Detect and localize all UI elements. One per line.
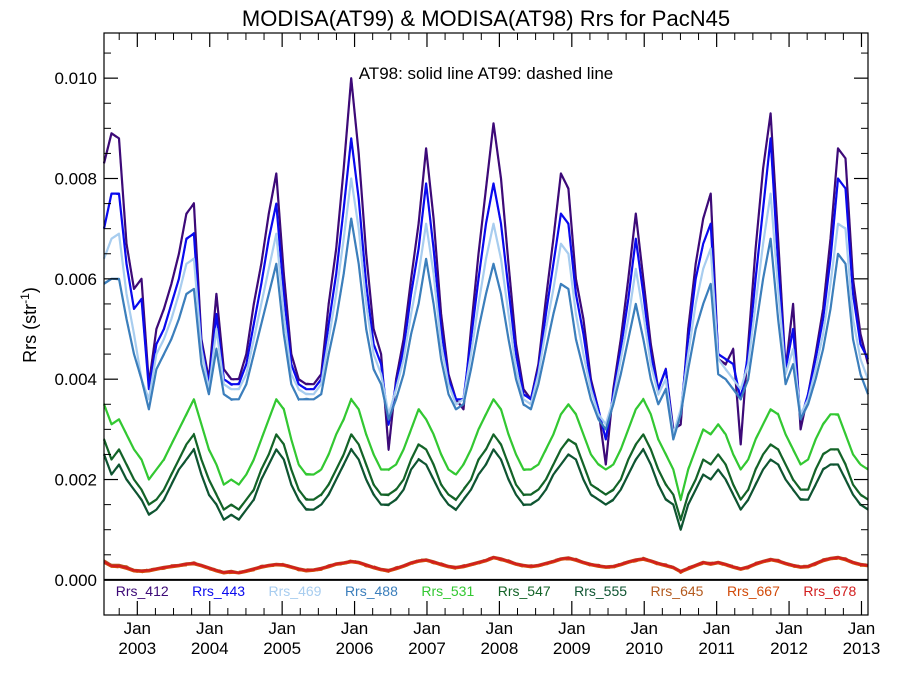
legend-entry-rrs-488: Rrs_488 <box>345 583 398 599</box>
legend-entry-rrs-678: Rrs_678 <box>803 583 856 599</box>
x-tick-month-label: Jan <box>341 619 368 638</box>
x-tick-month-label: Jan <box>775 619 802 638</box>
series-line-rrs-555-at98 <box>102 448 869 531</box>
x-tick-year-label: 2009 <box>553 639 591 658</box>
x-tick-year-label: 2008 <box>480 639 518 658</box>
legend-entry-rrs-443: Rrs_443 <box>192 583 245 599</box>
x-tick-year-label: 2006 <box>336 639 374 658</box>
y-tick-label: 0.004 <box>54 370 97 389</box>
x-tick-month-label: Jan <box>413 619 440 638</box>
x-tick-month-label: Jan <box>703 619 730 638</box>
x-tick-month-label: Jan <box>268 619 295 638</box>
legend-entry-rrs-531: Rrs_531 <box>421 583 474 599</box>
x-tick-year-label: 2012 <box>770 639 808 658</box>
x-tick-year-label: 2004 <box>191 639 229 658</box>
y-tick-label: 0.002 <box>54 471 97 490</box>
y-tick-label: 0.010 <box>54 69 97 88</box>
y-tick-label: 0.000 <box>54 571 97 590</box>
series-line-rrs-678-at98 <box>103 556 869 575</box>
x-tick-month-label: Jan <box>558 619 585 638</box>
series-line-rrs-412-at99 <box>103 76 869 466</box>
legend-entry-rrs-645: Rrs_645 <box>651 583 704 599</box>
y-tick-label: 0.008 <box>54 170 97 189</box>
y-axis-label-superscript: -1 <box>18 293 32 304</box>
x-tick-year-label: 2010 <box>625 639 663 658</box>
y-axis-label: Rrs (str-1) <box>18 287 40 363</box>
x-tick-year-label: 2003 <box>118 639 156 658</box>
x-tick-year-label: 2005 <box>263 639 301 658</box>
series-line-rrs-547-at99 <box>103 432 869 522</box>
series-line-rrs-678-at99 <box>103 556 869 574</box>
chart-title: MODISA(AT99) & MODISA(AT98) Rrs for PacN… <box>242 6 730 31</box>
legend-entry-rrs-555: Rrs_555 <box>574 583 627 599</box>
y-tick-label: 0.006 <box>54 270 97 289</box>
x-tick-year-label: 2007 <box>408 639 446 658</box>
series-layer <box>102 76 870 575</box>
legend-entry-rrs-667: Rrs_667 <box>727 583 780 599</box>
legend-entry-rrs-547: Rrs_547 <box>498 583 551 599</box>
x-tick-month-label: Jan <box>486 619 513 638</box>
series-line-rrs-469-at99 <box>103 176 869 436</box>
series-line-rrs-488-at99 <box>103 217 869 441</box>
plot-frame <box>103 32 869 616</box>
legend: Rrs_412 Rrs_443 Rrs_469 Rrs_488 Rrs_531 Rrs_5… <box>116 583 857 599</box>
x-tick-month-label: Jan <box>848 619 875 638</box>
legend-entry-rrs-469: Rrs_469 <box>269 583 322 599</box>
series-line-rrs-531-at99 <box>103 397 869 502</box>
y-axis-label-close: ) <box>20 287 40 293</box>
series-line-rrs-555-at99 <box>103 447 869 532</box>
axes-layer: 0.0000.0020.0040.0060.0080.010Jan2003Jan… <box>54 32 881 658</box>
x-tick-month-label: Jan <box>196 619 223 638</box>
y-axis-label-main: Rrs (str <box>20 304 40 363</box>
legend-entry-rrs-412: Rrs_412 <box>116 583 169 599</box>
chart-annotation: AT98: solid line AT99: dashed line <box>359 64 614 83</box>
x-tick-month-label: Jan <box>631 619 658 638</box>
x-tick-year-label: 2013 <box>843 639 881 658</box>
x-tick-year-label: 2011 <box>698 639 735 658</box>
x-tick-month-label: Jan <box>124 619 151 638</box>
